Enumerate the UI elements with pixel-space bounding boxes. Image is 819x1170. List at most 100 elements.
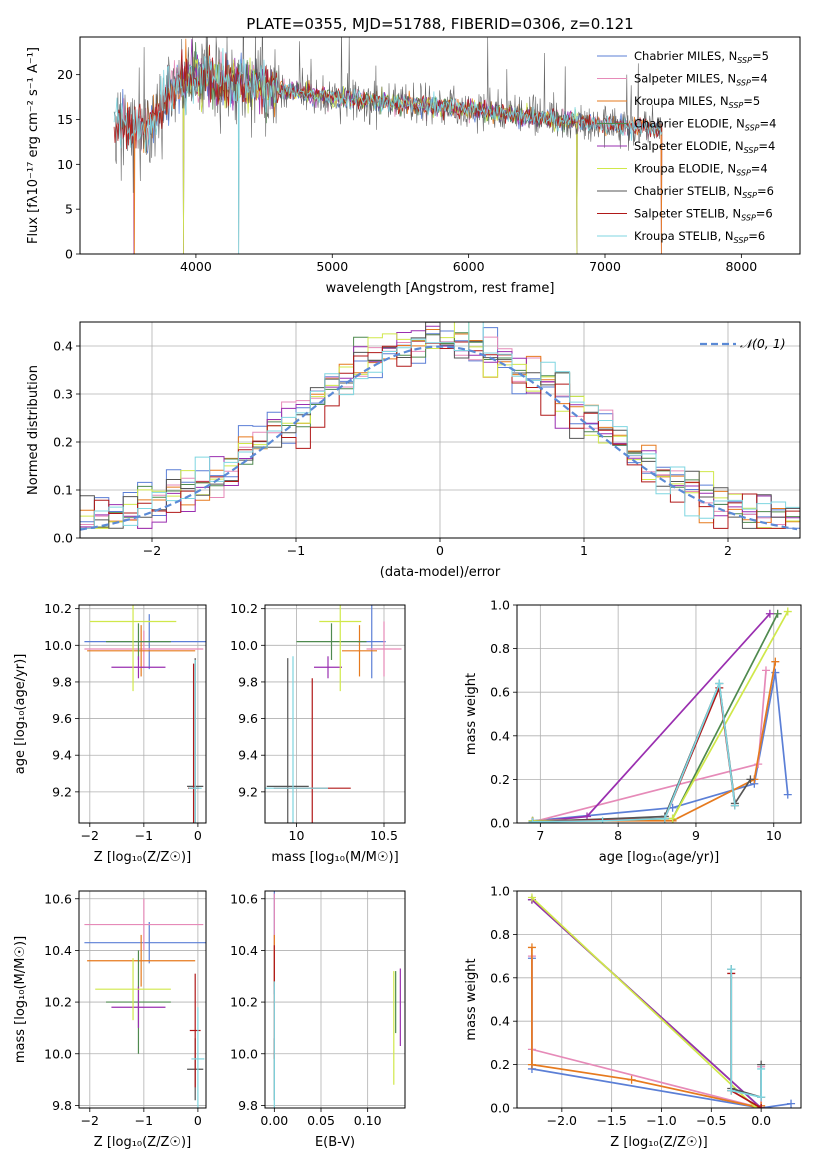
chart-age_vs_mass: 10 10.5 9.2 9.4 9.6 9.8 10.0 10.2 mass [log₁₀(M/…: [230, 601, 406, 865]
point-marker: [771, 657, 780, 666]
point-marker: [727, 1086, 736, 1095]
y-tick-label: 15: [57, 112, 73, 127]
x-tick-label: 9: [692, 828, 700, 843]
spectrum-series-line: [113, 48, 663, 254]
weight-line: [531, 899, 762, 1108]
y-tick-label: 0.8: [490, 641, 510, 656]
y-tick-label: 9.6: [238, 711, 258, 726]
legend-label: Chabrier MILES, NSSP=5: [634, 49, 769, 65]
point-marker: [757, 1104, 766, 1108]
y-tick-label: 10.6: [44, 891, 72, 906]
plot-area: [265, 605, 402, 823]
x-tick-label: −1.5: [596, 1113, 626, 1128]
axis-ticks: 4000 5000 6000 7000 8000 0 5 10 15 20: [57, 67, 757, 274]
y-tick-label: 10.0: [230, 638, 258, 653]
legend-label: 𝒩(0, 1): [740, 336, 786, 351]
legend-label: Salpeter ELODIE, NSSP=4: [634, 139, 775, 155]
point-marker: [527, 893, 536, 902]
x-tick-label: 6000: [453, 259, 485, 274]
plot-area: [84, 898, 206, 1108]
point-marker: [528, 817, 537, 823]
axis-ticks: −2 −1 0 9.2 9.4 9.6 9.8 10.0 10.2: [44, 601, 202, 843]
x-tick-label: −2: [143, 543, 161, 558]
point-marker: [527, 943, 536, 952]
x-tick-label: −1: [135, 1113, 153, 1128]
weight-line: [531, 947, 762, 1108]
weight-line: [531, 956, 762, 1108]
y-tick-label: 0.2: [490, 1057, 510, 1072]
y-tick-label: 9.6: [52, 711, 72, 726]
y-tick-label: 9.8: [238, 1098, 258, 1113]
x-tick-label: 10: [766, 828, 782, 843]
y-tick-label: 0.2: [490, 772, 510, 787]
point-marker: [727, 965, 736, 974]
legend-label: Kroupa STELIB, NSSP=6: [634, 229, 765, 245]
spectrum-legend: Chabrier MILES, NSSP=5 Salpeter MILES, NS…: [597, 49, 776, 245]
y-tick-label: 9.4: [238, 748, 258, 763]
axes-frame: [78, 890, 207, 1109]
x-axis-label: Z [log₁₀(Z/Z☉)]: [610, 1135, 707, 1150]
point-marker: [746, 775, 755, 784]
plot-area: [528, 607, 792, 823]
x-tick-label: 0.10: [354, 1113, 382, 1128]
y-tick-label: 10.2: [44, 601, 72, 616]
y-axis-label: Normed distribution: [26, 365, 41, 495]
x-tick-label: 1: [580, 543, 588, 558]
x-tick-label: −2: [81, 1113, 99, 1128]
plot-area: [80, 322, 800, 531]
y-tick-label: 0.6: [490, 970, 510, 985]
y-tick-label: 10.2: [44, 995, 72, 1010]
weight-line: [531, 896, 757, 1108]
legend-label: Chabrier STELIB, NSSP=6: [634, 184, 774, 200]
y-tick-label: 10.0: [44, 1046, 72, 1061]
y-tick-label: 0.3: [53, 387, 73, 402]
y-tick-label: 10.4: [44, 943, 72, 958]
weight-line: [730, 969, 762, 1099]
y-tick-label: 0: [65, 247, 73, 262]
point-marker: [787, 1099, 796, 1108]
axes-frame: [79, 36, 801, 255]
point-marker: [660, 814, 669, 823]
y-tick-label: 9.8: [52, 674, 72, 689]
axes-frame: [78, 604, 207, 824]
x-axis-label: (data-model)/error: [380, 565, 501, 580]
y-tick-label: 9.2: [52, 784, 72, 799]
axis-ticks: 7 8 9 10 0.0 0.2 0.4 0.6 0.8 1.0: [490, 598, 782, 844]
x-tick-label: −1: [287, 543, 305, 558]
chart-residuals: −2 −1 0 1 2 0.0 0.1 0.2 0.3 0.4 (data-model)/error…: [26, 321, 801, 580]
y-tick-label: 9.8: [52, 1098, 72, 1113]
x-tick-label: 10: [289, 828, 305, 843]
point-marker: [627, 1075, 636, 1084]
y-tick-label: 0.1: [53, 483, 73, 498]
x-tick-label: 10.5: [370, 828, 398, 843]
point-marker: [757, 1093, 766, 1102]
y-tick-label: 0.2: [53, 435, 73, 450]
y-tick-label: 10.2: [230, 601, 258, 616]
chart-spectrum: 4000 5000 6000 7000 8000 0 5 10 15 20 wavelength […: [26, 36, 801, 296]
y-tick-label: 0.0: [53, 531, 73, 546]
y-tick-label: 5: [65, 202, 73, 217]
x-tick-label: −2.0: [547, 1113, 577, 1128]
y-tick-label: 0.4: [490, 728, 510, 743]
plot-area: [273, 891, 401, 1108]
y-axis-label: mass weight: [464, 958, 479, 1040]
chart-massweight_vs_Z: −2.0 −1.5 −1.0 −0.5 0.0 0.0 0.2 0.4 0.6 0.8 1.0 Z […: [464, 884, 802, 1150]
y-tick-label: 10.6: [230, 891, 258, 906]
point-marker: [765, 609, 774, 618]
y-tick-label: 10.0: [230, 1046, 258, 1061]
axis-ticks: 10 10.5 9.2 9.4 9.6 9.8 10.0 10.2: [230, 601, 398, 843]
x-tick-label: 7000: [589, 259, 621, 274]
point-marker: [773, 609, 782, 618]
x-tick-label: 0: [436, 543, 444, 558]
x-tick-label: 8000: [725, 259, 757, 274]
figure-title: PLATE=0355, MJD=51788, FIBERID=0306, z=0…: [246, 15, 633, 33]
point-marker: [783, 607, 792, 616]
y-tick-label: 0.0: [490, 1101, 510, 1116]
x-tick-label: 0: [194, 828, 202, 843]
chart-mass_vs_Z: −2 −1 0 9.8 10.0 10.2 10.4 10.6 Z [log₁₀(Z/Z☉)] m…: [13, 890, 207, 1150]
chart-massweight_vs_age: 7 8 9 10 0.0 0.2 0.4 0.6 0.8 1.0 age [log₁₀(age/yr…: [464, 598, 802, 865]
x-tick-label: 0.0: [751, 1113, 771, 1128]
weight-line: [532, 680, 752, 823]
y-axis-label: mass [log₁₀(M/M☉)]: [13, 936, 28, 1063]
x-axis-label: Z [log₁₀(Z/Z☉)]: [94, 1135, 191, 1150]
